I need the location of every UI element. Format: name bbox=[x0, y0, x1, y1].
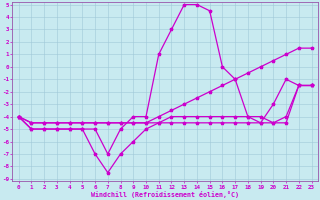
X-axis label: Windchill (Refroidissement éolien,°C): Windchill (Refroidissement éolien,°C) bbox=[91, 191, 239, 198]
